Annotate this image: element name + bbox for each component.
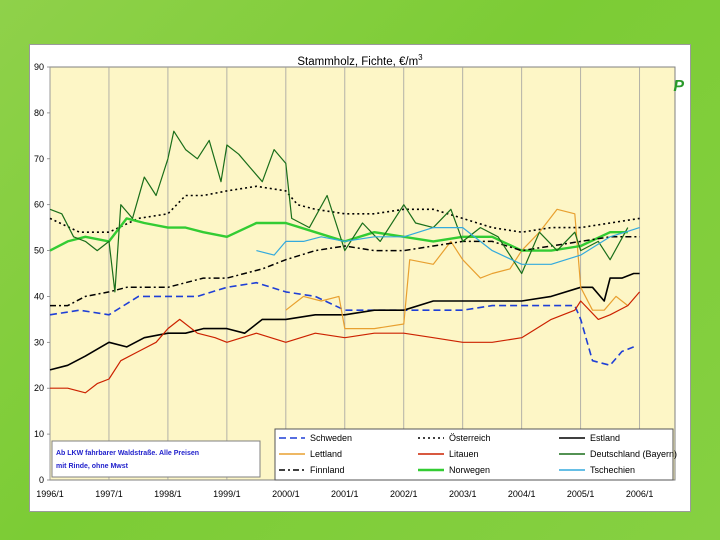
x-tick-label: 2006/1 [626,489,654,499]
legend: Schweden Österreich Estland Lettland Litauen… [274,428,677,481]
y-tick-label: 40 [34,291,44,301]
legend-label: Norwegen [449,465,490,475]
logo: P [673,78,684,95]
x-tick-label: 2000/1 [272,489,300,499]
series-line-estland [49,272,640,371]
y-tick-label: 0 [39,475,44,485]
x-tick-label: 1998/1 [154,489,182,499]
annotation-box: Ab LKW fahrbarer Waldstraße. Alle Preise… [51,440,261,478]
axes: 1996/1 1997/1 1998/1 1999/1 2000/1 2001/1 2002… [34,62,653,499]
legend-label: Tschechien [590,465,635,475]
legend-label: Estland [590,433,620,443]
series-line-finnland [50,236,640,307]
series-line-lettland [285,208,629,330]
chart: 1996/1 1997/1 1998/1 1999/1 2000/1 2001/1 2002… [34,53,684,499]
x-tick-label: 2003/1 [449,489,477,499]
x-tick-label: 2005/1 [567,489,595,499]
legend-label: Deutschland (Bayern) [590,449,677,459]
y-tick-label: 60 [34,200,44,210]
x-tick-label: 1999/1 [213,489,241,499]
x-tick-label: 1997/1 [95,489,123,499]
y-tick-label: 50 [34,246,44,256]
annotation-line-1: Ab LKW fahrbarer Waldstraße. Alle Preise… [56,450,199,457]
y-tick-label: 10 [34,429,44,439]
plot-area [49,66,676,481]
y-tick-label: 80 [34,108,44,118]
x-tick-label: 1996/1 [36,489,64,499]
legend-label: Österreich [449,433,491,443]
chart-card: 1996/1 1997/1 1998/1 1999/1 2000/1 2001/1 2002… [29,44,691,512]
legend-label: Schweden [310,433,352,443]
legend-label: Finnland [310,465,345,475]
series-line-deutschland-bayern [49,130,629,293]
y-tick-label: 30 [34,337,44,347]
y-tick-label: 20 [34,383,44,393]
chart-title: Stammholz, Fichte, €/m3 [297,53,423,68]
legend-label: Litauen [449,449,479,459]
series-line-litauen [50,291,641,394]
series-line-tschechien [256,227,640,265]
series-line-norwegen [49,217,628,252]
x-tick-label: 2004/1 [508,489,536,499]
y-tick-label: 70 [34,154,44,164]
y-tick-label: 90 [34,62,44,72]
legend-label: Lettland [310,449,342,459]
title-superscript: 3 [418,53,423,62]
series-layer [49,130,641,394]
x-tick-label: 2002/1 [390,489,418,499]
x-tick-label: 2001/1 [331,489,359,499]
annotation-line-2: mit Rinde, ohne Mwst [56,463,129,470]
